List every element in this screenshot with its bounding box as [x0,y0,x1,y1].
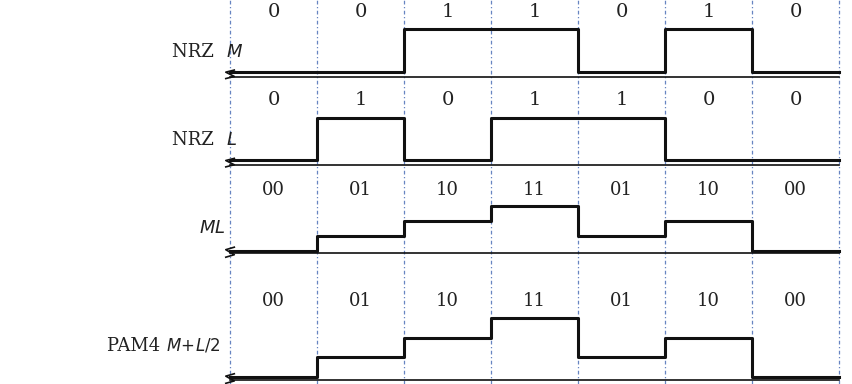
Text: $\mathit{L}$: $\mathit{L}$ [226,131,237,149]
Text: 1: 1 [528,3,541,21]
Text: 10: 10 [436,292,459,310]
Text: 0: 0 [441,91,454,109]
Text: 0: 0 [703,91,715,109]
Text: NRZ: NRZ [172,131,226,149]
Text: 0: 0 [268,3,279,21]
Text: 00: 00 [262,181,285,199]
Text: NRZ: NRZ [172,43,226,61]
Text: $\mathit{M\!+\!L/2}$: $\mathit{M\!+\!L/2}$ [166,337,221,354]
Text: 01: 01 [610,292,633,310]
Text: 10: 10 [697,181,720,199]
Text: 0: 0 [268,91,279,109]
Text: 10: 10 [436,181,459,199]
Text: 0: 0 [354,3,366,21]
Text: 1: 1 [615,91,628,109]
Text: 11: 11 [523,181,546,199]
Text: 1: 1 [703,3,715,21]
Text: 00: 00 [262,292,285,310]
Text: 01: 01 [349,181,372,199]
Text: 11: 11 [523,292,546,310]
Text: 0: 0 [790,91,802,109]
Text: 0: 0 [615,3,628,21]
Text: 1: 1 [528,91,541,109]
Text: 01: 01 [610,181,633,199]
Text: 01: 01 [349,292,372,310]
Text: PAM4: PAM4 [107,337,166,354]
Text: $\mathit{ML}$: $\mathit{ML}$ [199,220,226,237]
Text: 00: 00 [784,181,807,199]
Text: 1: 1 [354,91,366,109]
Text: 10: 10 [697,292,720,310]
Text: $\mathit{M}$: $\mathit{M}$ [226,43,243,61]
Text: 0: 0 [790,3,802,21]
Text: 00: 00 [784,292,807,310]
Text: 1: 1 [441,3,454,21]
